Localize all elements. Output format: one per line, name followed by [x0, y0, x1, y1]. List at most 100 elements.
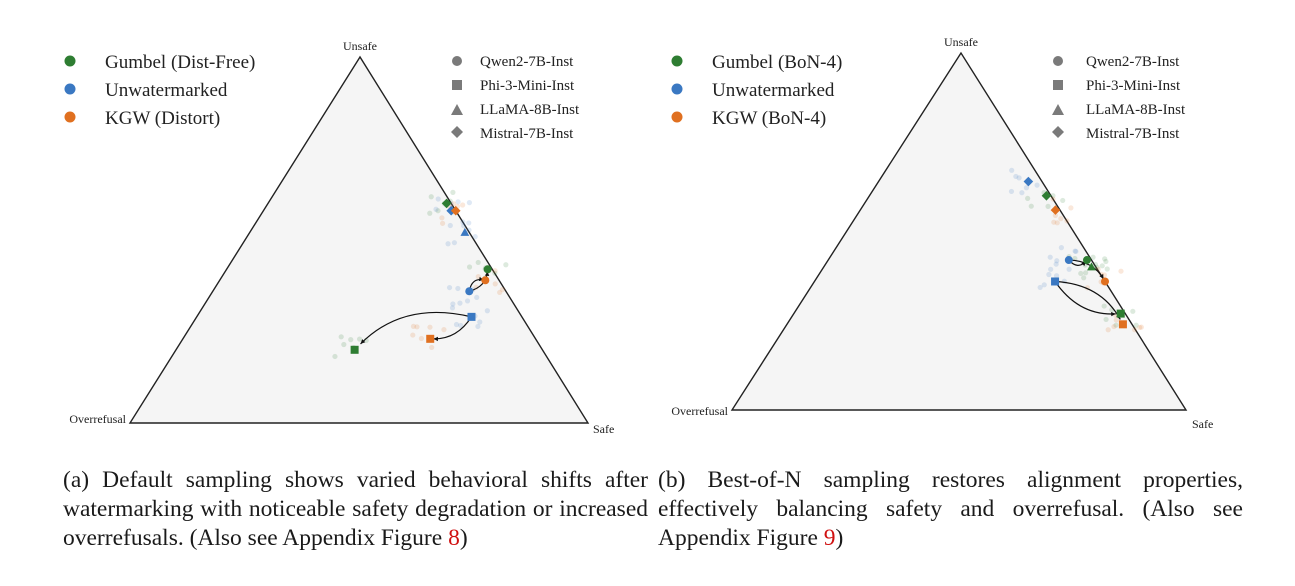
sample-dot [1105, 327, 1111, 333]
caption-figure-ref[interactable]: 9 [823, 525, 836, 551]
sample-dot [1050, 196, 1056, 202]
sample-dot [450, 201, 457, 207]
sample-dot [428, 194, 434, 200]
sample-dot [499, 287, 506, 293]
legend-method-label: Unwatermarked [105, 80, 228, 101]
data-point-qwen2-7b-inst-unwatermarked [465, 287, 474, 296]
shift-arrow [360, 311, 472, 345]
sample-dot [1008, 188, 1015, 195]
data-point-qwen2-7b-inst-kgw-bon-4 [1101, 277, 1109, 286]
legend-model-label: Mistral-7B-Inst [1086, 126, 1180, 142]
sample-dot [450, 301, 456, 307]
data-point-mistral-7b-inst-kgw-distort [450, 205, 461, 216]
sample-dot [348, 337, 354, 343]
sample-dot [466, 200, 473, 206]
vertex-label-top: Unsafe [944, 35, 978, 49]
sample-dot [338, 334, 344, 340]
data-point-phi-3-mini-inst-gumbel-dist-free [350, 345, 359, 354]
sample-dot [460, 219, 466, 225]
sample-dot [445, 241, 451, 247]
sample-dot [427, 210, 433, 216]
figure-caption-a: (a) Default sampling shows varied behavi… [63, 466, 648, 553]
sample-dot [1111, 323, 1117, 330]
sample-dot [477, 319, 483, 325]
point-layer [1023, 176, 1127, 329]
shift-arrow [1055, 280, 1121, 320]
data-point-llama-8b-inst-unwatermarked [460, 227, 470, 236]
sample-dot [1092, 261, 1099, 268]
data-point-phi-3-mini-inst-kgw-bon-4 [1118, 320, 1127, 329]
sample-dot [341, 341, 347, 348]
sample-dot [457, 300, 463, 306]
sample-dot [449, 305, 456, 311]
sample-dot [410, 323, 417, 329]
ternary-chart-a: Unsafe Overrefusal Safe Gumbel (Dist-Fre… [64, 39, 614, 436]
sample-dot [332, 353, 338, 360]
sample-dot [1138, 324, 1144, 330]
sample-dot [458, 322, 464, 329]
legend-model-label: Qwen2-7B-Inst [1086, 54, 1180, 70]
legend-marker-circle [452, 56, 462, 66]
noise-layer [332, 189, 509, 360]
sample-dot [1050, 193, 1056, 199]
sample-dot [1028, 203, 1034, 209]
sample-dot [1048, 266, 1054, 272]
legend-marker-circle [1053, 56, 1063, 66]
sample-dot [466, 227, 472, 233]
data-point-mistral-7b-inst-gumbel-dist-free [441, 198, 452, 209]
sample-dot [1060, 197, 1066, 204]
legend-marker-triangle [451, 104, 463, 115]
sample-dot [433, 206, 439, 212]
data-point-phi-3-mini-inst-unwatermarked [467, 312, 476, 321]
caption-figure-ref[interactable]: 8 [448, 525, 460, 551]
vertex-label-left: Overrefusal [69, 412, 126, 426]
sample-dot [1104, 266, 1110, 272]
sample-dot [492, 281, 498, 287]
data-point-qwen2-7b-inst-gumbel-bon-4 [1082, 256, 1091, 265]
data-point-mistral-7b-inst-unwatermarked [1023, 176, 1034, 187]
sample-dot [1016, 175, 1022, 181]
sample-dot [1025, 195, 1031, 202]
sample-dot [451, 240, 458, 246]
legend-model-label: Mistral-7B-Inst [480, 126, 574, 142]
sample-dot [1073, 248, 1079, 255]
legend-swatch-gumbel [671, 55, 683, 67]
legend-method-label: KGW (BoN-4) [712, 108, 826, 129]
sample-dot [435, 196, 441, 202]
sample-dot [1046, 271, 1052, 278]
sample-dot [1058, 216, 1064, 222]
ternary-triangle [128, 55, 590, 424]
caption-tail: ) [459, 525, 468, 551]
sample-dot [435, 208, 441, 214]
sample-dot [1041, 282, 1047, 288]
ternary-chart-b: Unsafe Overrefusal Safe Gumbel (BoN-4) U… [671, 35, 1213, 431]
legend-model-label: Qwen2-7B-Inst [480, 54, 574, 70]
sample-dot [1045, 203, 1051, 209]
sample-dot [466, 264, 473, 270]
sample-dot [475, 323, 481, 330]
legend-method-label: Gumbel (Dist-Free) [105, 52, 255, 73]
sample-dot [1051, 219, 1057, 225]
sample-dot [455, 199, 461, 205]
method-legend: Gumbel (BoN-4) Unwatermarked KGW (BoN-4) [671, 52, 842, 129]
caption-tail: ) [835, 525, 844, 551]
data-point-mistral-7b-inst-gumbel-bon-4 [1041, 191, 1052, 201]
sample-dot [1054, 220, 1060, 226]
ternary-triangle [730, 51, 1188, 411]
legend-marker-diamond [1052, 126, 1064, 138]
panel-a: Unsafe Overrefusal Safe Gumbel (Dist-Fre… [5, 0, 648, 586]
sample-dot [1052, 212, 1058, 218]
sample-dot [466, 220, 472, 226]
sample-dot [429, 344, 435, 351]
legend-model-label: LLaMA-8B-Inst [1086, 102, 1186, 118]
model-legend: Qwen2-7B-Inst Phi-3-Mini-Inst LLaMA-8B-I… [1052, 54, 1186, 142]
legend-swatch-gumbel [64, 55, 76, 67]
sample-dot [439, 215, 445, 221]
sample-dot [1113, 317, 1119, 323]
sample-dot [492, 268, 498, 274]
sample-dot [441, 327, 447, 333]
legend-model-label: Phi-3-Mini-Inst [480, 78, 575, 94]
legend-method-label: Unwatermarked [712, 80, 835, 101]
data-point-qwen2-7b-inst-unwatermarked [1064, 256, 1073, 265]
sample-dot [464, 298, 471, 304]
